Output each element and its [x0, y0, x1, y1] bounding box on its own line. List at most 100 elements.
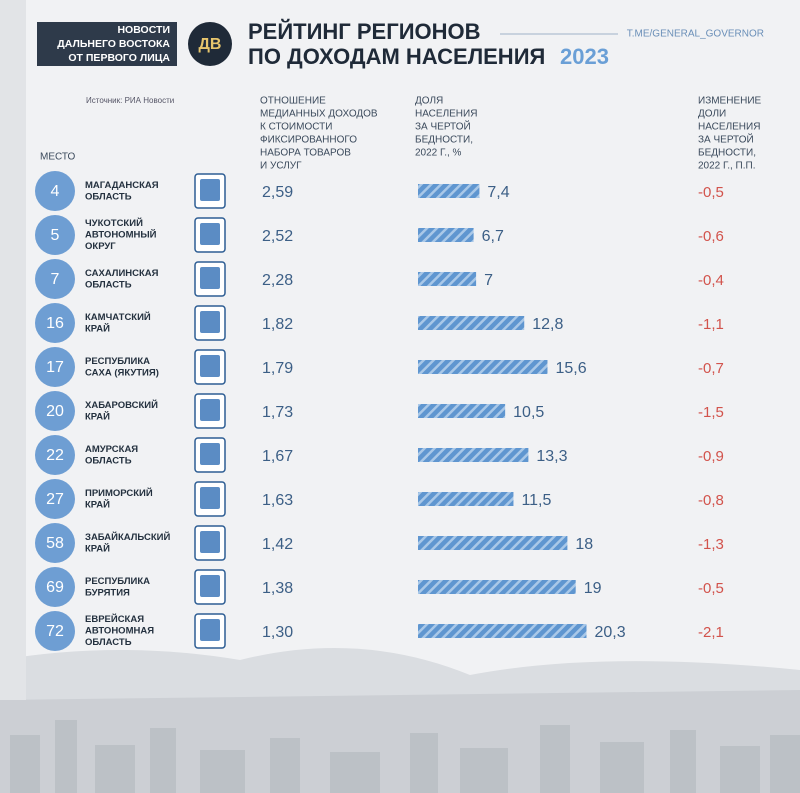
- rank: 27: [46, 491, 64, 508]
- rank-circle: [35, 435, 75, 475]
- poverty-bar: [418, 492, 514, 506]
- coat-of-arms-inner: [200, 487, 220, 509]
- poverty-bar: [418, 316, 525, 330]
- column-header: НАБОРА ТОВАРОВ: [260, 148, 351, 159]
- region-name: ЕВРЕЙСКАЯ: [85, 613, 144, 625]
- rank-circle: [35, 347, 75, 387]
- income-ratio: 2,59: [262, 184, 293, 201]
- title-line: ПО ДОХОДАМ НАСЕЛЕНИЯ: [248, 44, 545, 69]
- coat-of-arms-inner: [200, 355, 220, 377]
- rank-circle: [35, 171, 75, 211]
- rank: 69: [46, 579, 64, 596]
- badge-line: НОВОСТИ: [117, 24, 170, 36]
- poverty-change: -0,7: [698, 360, 724, 377]
- region-name: КРАЙ: [85, 542, 110, 554]
- poverty-bar: [418, 448, 529, 462]
- column-header: ИЗМЕНЕНИЕ: [698, 96, 762, 107]
- region-name: САХАЛИНСКАЯ: [85, 268, 159, 279]
- poverty-share-label: 15,6: [555, 360, 586, 377]
- poverty-bar: [418, 404, 506, 418]
- region-name: БУРЯТИЯ: [85, 587, 130, 598]
- income-ratio: 1,30: [262, 624, 293, 641]
- income-ratio: 1,79: [262, 360, 293, 377]
- poverty-bar: [418, 580, 576, 594]
- rank-circle: [35, 303, 75, 343]
- region-name: ЗАБАЙКАЛЬСКИЙ: [85, 531, 170, 543]
- column-header: 2022 Г., П.П.: [698, 161, 756, 172]
- poverty-change: -1,5: [698, 404, 724, 421]
- region-name: КАМЧАТСКИЙ: [85, 311, 151, 323]
- income-ratio: 1,67: [262, 448, 293, 465]
- poverty-change: -1,1: [698, 316, 724, 333]
- region-name: КРАЙ: [85, 322, 110, 334]
- rank: 7: [51, 271, 60, 288]
- rank-circle: [35, 259, 75, 299]
- rank: 22: [46, 447, 64, 464]
- poverty-change: -0,9: [698, 448, 724, 465]
- region-name: ОБЛАСТЬ: [85, 637, 132, 648]
- poverty-change: -0,4: [698, 272, 724, 289]
- income-ratio: 1,82: [262, 316, 293, 333]
- rank-circle: [35, 611, 75, 651]
- column-header: ДОЛИ: [698, 109, 726, 120]
- region-name: МАГАДАНСКАЯ: [85, 180, 159, 191]
- column-header: ОТНОШЕНИЕ: [260, 96, 326, 107]
- poverty-share-label: 6,7: [482, 228, 504, 245]
- poverty-bar: [418, 184, 480, 198]
- rank: 58: [46, 535, 64, 552]
- poverty-share-label: 11,5: [521, 492, 551, 509]
- rank: 17: [46, 359, 64, 376]
- region-name: ОБЛАСТЬ: [85, 191, 132, 202]
- poverty-change: -0,8: [698, 492, 724, 509]
- column-header: БЕДНОСТИ,: [698, 148, 756, 159]
- logo-circle: [188, 22, 232, 66]
- poverty-change: -0,6: [698, 228, 724, 245]
- poverty-bar: [418, 536, 568, 550]
- poverty-bar: [418, 360, 548, 374]
- income-ratio: 1,42: [262, 536, 293, 553]
- column-header: НАСЕЛЕНИЯ: [698, 122, 760, 133]
- logo-text: ДВ: [199, 36, 222, 53]
- column-header: 2022 Г., %: [415, 148, 462, 159]
- rank-circle: [35, 479, 75, 519]
- poverty-bar: [418, 272, 477, 286]
- coat-of-arms-inner: [200, 443, 220, 465]
- rank-circle: [35, 215, 75, 255]
- poverty-share-label: 10,5: [513, 404, 544, 421]
- region-name: САХА (ЯКУТИЯ): [85, 367, 159, 378]
- region-name: АМУРСКАЯ: [85, 444, 138, 455]
- region-name: КРАЙ: [85, 410, 110, 422]
- region-name: ПРИМОРСКИЙ: [85, 487, 153, 499]
- badge-line: ОТ ПЕРВОГО ЛИЦА: [68, 52, 170, 64]
- city-backdrop: [0, 648, 800, 793]
- column-header: МЕСТО: [40, 152, 76, 163]
- column-header: ЗА ЧЕРТОЙ: [415, 120, 471, 133]
- poverty-bar: [418, 228, 474, 242]
- badge-line: ДАЛЬНЕГО ВОСТОКА: [57, 38, 170, 50]
- region-name: АВТОНОМНАЯ: [85, 626, 154, 637]
- region-name: ОКРУГ: [85, 241, 116, 252]
- coat-of-arms-inner: [200, 223, 220, 245]
- rank: 20: [46, 403, 64, 420]
- region-name: РЕСПУБЛИКА: [85, 576, 150, 587]
- region-name: АВТОНОМНЫЙ: [85, 229, 157, 241]
- coat-of-arms-inner: [200, 531, 220, 553]
- poverty-bar: [418, 624, 587, 638]
- title-year: 2023: [560, 44, 609, 69]
- poverty-share-label: 12,8: [532, 316, 563, 333]
- poverty-share-label: 7,4: [487, 184, 509, 201]
- rank-circle: [35, 567, 75, 607]
- channel: T.ME/GENERAL_GOVERNOR: [627, 29, 764, 40]
- column-header: ФИКСИРОВАННОГО: [260, 135, 357, 146]
- column-header: К СТОИМОСТИ: [260, 122, 332, 133]
- column-header: ЗА ЧЕРТОЙ: [698, 133, 754, 146]
- coat-of-arms-inner: [200, 311, 220, 333]
- rank-circle: [35, 391, 75, 431]
- rank: 5: [51, 227, 60, 244]
- badge-box: [37, 22, 177, 66]
- coat-of-arms-inner: [200, 179, 220, 201]
- coat-of-arms-inner: [200, 575, 220, 597]
